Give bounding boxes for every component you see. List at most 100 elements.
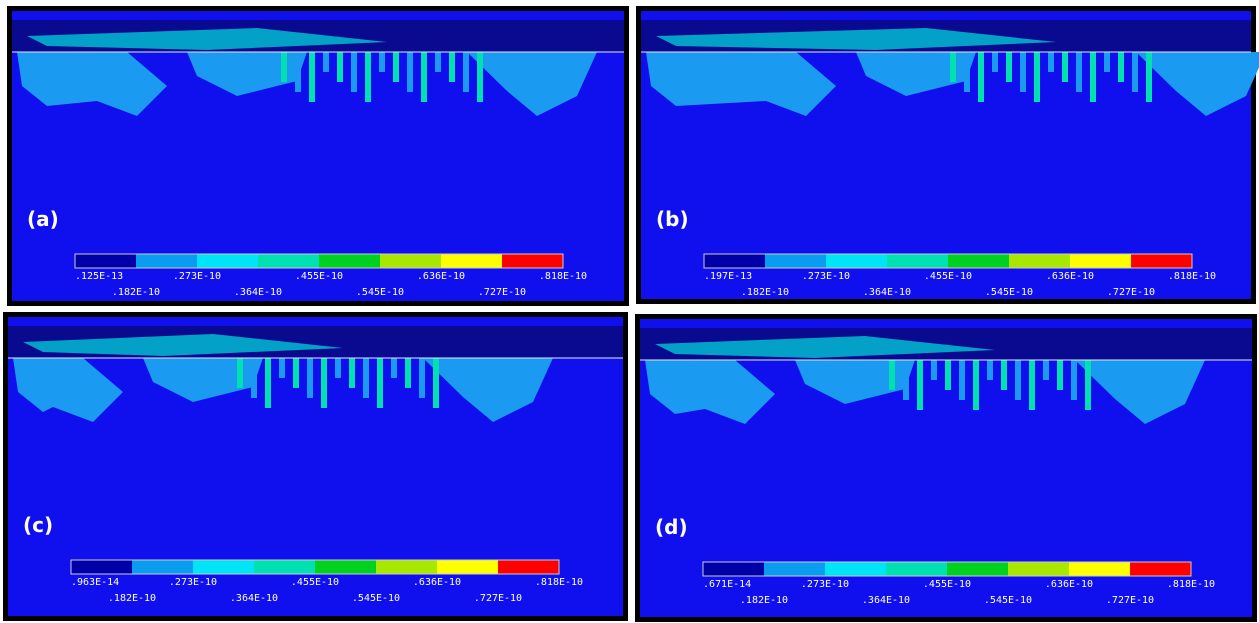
wave-stripe bbox=[293, 358, 299, 388]
wave-stripe bbox=[295, 52, 301, 92]
colorbar-segment bbox=[502, 254, 563, 268]
colorbar-label: .545E-10 bbox=[352, 593, 400, 604]
colorbar-segment bbox=[437, 560, 498, 574]
contour bbox=[13, 358, 123, 422]
colorbar-segment bbox=[380, 254, 441, 268]
wave-stripe bbox=[1118, 52, 1124, 82]
wave-stripe bbox=[463, 52, 469, 92]
wave-stripe bbox=[405, 358, 411, 388]
wave-stripe bbox=[435, 52, 441, 72]
wave-stripe bbox=[1048, 52, 1054, 72]
colorbar-label: .818E-10 bbox=[535, 577, 583, 588]
wave-stripe bbox=[321, 358, 327, 408]
colorbar-segment bbox=[193, 560, 254, 574]
colorbar-label: .273E-10 bbox=[173, 271, 221, 282]
colorbar-segment bbox=[1069, 562, 1130, 576]
panel-label: (b) bbox=[656, 207, 689, 231]
colorbar-label: .182E-10 bbox=[112, 287, 160, 298]
colorbar-label: .455E-10 bbox=[295, 271, 343, 282]
wave-stripe bbox=[377, 358, 383, 408]
panel-label: (c) bbox=[23, 513, 53, 537]
colorbar-segment bbox=[887, 254, 948, 268]
contour bbox=[646, 52, 836, 116]
wave-stripe bbox=[917, 360, 923, 410]
colorbar-segment bbox=[441, 254, 502, 268]
colorbar-segment bbox=[1009, 254, 1070, 268]
colorbar-label: .273E-10 bbox=[802, 271, 850, 282]
contour bbox=[655, 336, 995, 358]
panel: (a) .125E-13 .182E-10 .273E-10 .364E-10 .455E… bbox=[7, 6, 629, 306]
colorbar-frame bbox=[702, 561, 1192, 577]
colorbar-frame bbox=[703, 253, 1193, 269]
colorbar-label: .818E-10 bbox=[1167, 579, 1215, 590]
wave-stripe bbox=[1015, 360, 1021, 400]
colorbar-label: .364E-10 bbox=[863, 287, 911, 298]
wave-stripe bbox=[433, 358, 439, 408]
wave-stripe bbox=[973, 360, 979, 410]
colorbar-segment bbox=[319, 254, 380, 268]
wave-stripe bbox=[875, 360, 881, 380]
colorbar-segment bbox=[826, 254, 887, 268]
wave-stripe bbox=[1057, 360, 1063, 390]
wave-stripe bbox=[279, 358, 285, 378]
colorbar-label: .727E-10 bbox=[1106, 595, 1154, 606]
wave-stripe bbox=[449, 52, 455, 82]
wave-stripe bbox=[307, 358, 313, 398]
colorbar-label: .125E-13 bbox=[75, 271, 123, 282]
wave-stripe bbox=[1043, 360, 1049, 380]
wave-stripe bbox=[936, 52, 942, 72]
wave-stripe bbox=[1071, 360, 1077, 400]
colorbar-segment bbox=[376, 560, 437, 574]
wave-stripe bbox=[407, 52, 413, 92]
colorbar-label: .182E-10 bbox=[741, 287, 789, 298]
colorbar-label: .197E-13 bbox=[704, 271, 752, 282]
wave-stripe bbox=[323, 52, 329, 72]
colorbar-segment bbox=[704, 254, 765, 268]
colorbar-segment bbox=[947, 562, 1008, 576]
panel-label: (d) bbox=[655, 515, 688, 539]
wave-stripe bbox=[337, 52, 343, 82]
wave-stripe bbox=[964, 52, 970, 92]
wave-stripe bbox=[393, 52, 399, 82]
colorbar-frame bbox=[74, 253, 564, 269]
colorbar-segment bbox=[825, 562, 886, 576]
wave-stripe bbox=[1029, 360, 1035, 410]
colorbar-segment bbox=[948, 254, 1009, 268]
contour bbox=[856, 52, 976, 96]
contour bbox=[467, 52, 597, 116]
wave-stripe bbox=[251, 358, 257, 398]
colorbar-segment bbox=[258, 254, 319, 268]
wave-stripe bbox=[903, 360, 909, 400]
colorbar-label: .727E-10 bbox=[478, 287, 526, 298]
colorbar-segment bbox=[765, 254, 826, 268]
colorbar-segment bbox=[764, 562, 825, 576]
colorbar-label: .727E-10 bbox=[1107, 287, 1155, 298]
panel-label: (a) bbox=[27, 207, 59, 231]
wave-stripe bbox=[992, 52, 998, 72]
wave-stripe bbox=[1132, 52, 1138, 92]
colorbar-label: .455E-10 bbox=[924, 271, 972, 282]
panel: (d) .671E-14 .182E-10 .273E-10 .364E-10 .455E… bbox=[635, 314, 1257, 622]
colorbar-label: .455E-10 bbox=[923, 579, 971, 590]
wave-stripe bbox=[889, 360, 895, 390]
wave-stripe bbox=[237, 358, 243, 388]
wave-stripe bbox=[931, 360, 937, 380]
wave-stripe bbox=[421, 52, 427, 102]
wave-stripe bbox=[1020, 52, 1026, 92]
contour bbox=[795, 360, 915, 404]
wave-stripe bbox=[365, 52, 371, 102]
wave-stripe bbox=[335, 358, 341, 378]
wave-stripe bbox=[987, 360, 993, 380]
colorbar-label: .636E-10 bbox=[413, 577, 461, 588]
wave-stripe bbox=[1146, 52, 1152, 102]
colorbar-segment bbox=[886, 562, 947, 576]
colorbar-label: .727E-10 bbox=[474, 593, 522, 604]
colorbar-segment bbox=[132, 560, 193, 574]
colorbar-label: .545E-10 bbox=[356, 287, 404, 298]
colorbar-label: .545E-10 bbox=[984, 595, 1032, 606]
colorbar-label: .636E-10 bbox=[417, 271, 465, 282]
colorbar-segment bbox=[1131, 254, 1192, 268]
wave-stripe bbox=[978, 52, 984, 102]
colorbar-segment bbox=[71, 560, 132, 574]
wave-stripe bbox=[1034, 52, 1040, 102]
